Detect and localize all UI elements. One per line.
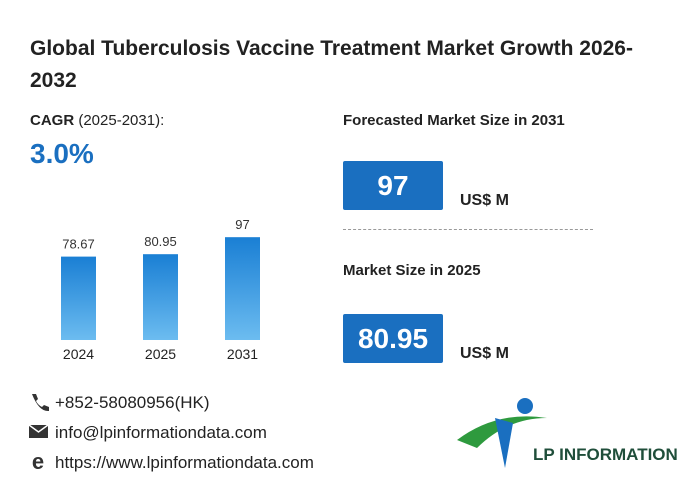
- phone-icon: [32, 394, 49, 412]
- title: Global Tuberculosis Vaccine Treatment Ma…: [30, 37, 633, 92]
- bar-chart: 78.67 2024 80.95 2025 97 2031: [61, 217, 260, 362]
- current-unit: US$ M: [460, 345, 509, 362]
- cagr-line: CAGR (2025-2031):: [30, 112, 164, 129]
- bar: [225, 237, 260, 340]
- forecast-unit: US$ M: [460, 192, 509, 209]
- contact-icons: e: [28, 394, 49, 474]
- cagr-label: CAGR: [30, 112, 75, 129]
- value-label: 97: [235, 217, 249, 232]
- web-icon: e: [32, 449, 44, 474]
- cagr-period: (2025-2031):: [78, 112, 165, 129]
- x-tick-label: 2024: [63, 346, 94, 362]
- bar: [143, 254, 178, 340]
- value-label: 78.67: [62, 237, 95, 252]
- bar: [61, 256, 96, 340]
- current-value: 80.95: [343, 314, 443, 363]
- x-tick-label: 2025: [145, 346, 176, 362]
- logo: LP INFORMATION: [457, 398, 678, 468]
- cagr-value: 3.0%: [30, 138, 94, 169]
- website: https://www.lpinformationdata.com: [55, 453, 314, 472]
- x-tick-label: 2031: [227, 346, 258, 362]
- value-label: 80.95: [144, 234, 177, 249]
- phone: +852-58080956(HK): [55, 393, 210, 412]
- current-label: Market Size in 2025: [343, 262, 481, 279]
- forecast-value: 97: [343, 161, 443, 210]
- logo-text: LP INFORMATION: [533, 445, 678, 464]
- forecast-label: Forecasted Market Size in 2031: [343, 112, 565, 129]
- email: info@lpinformationdata.com: [55, 423, 267, 442]
- divider: [343, 229, 593, 230]
